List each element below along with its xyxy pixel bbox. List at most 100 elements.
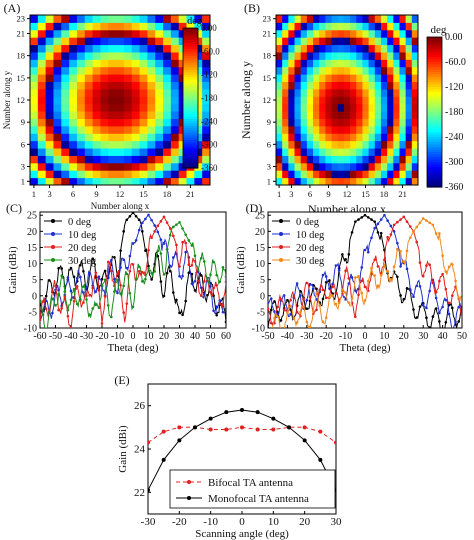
- heatmap-cell: [313, 51, 320, 60]
- data-point: [434, 307, 438, 310]
- heatmap-cell: [37, 44, 47, 53]
- heatmap-cell: [116, 66, 125, 75]
- data-point: [199, 274, 203, 277]
- data-point: [153, 270, 156, 273]
- data-point: [85, 285, 88, 289]
- colorbar-segment: [427, 67, 442, 71]
- heatmap-cell: [319, 22, 326, 31]
- heatmap-cell: [147, 118, 156, 127]
- heatmap-cell: [337, 96, 345, 105]
- heatmap-cell: [69, 29, 78, 38]
- data-point: [360, 291, 364, 295]
- data-point: [116, 291, 119, 295]
- heatmap-cell: [331, 111, 339, 119]
- data-point: [40, 300, 42, 304]
- data-point: [103, 295, 107, 298]
- heatmap-cell: [30, 103, 39, 112]
- heatmap-cell: [368, 59, 376, 68]
- heatmap-cell: [306, 162, 314, 171]
- colorbar-tick-label: -180: [445, 107, 463, 118]
- data-point: [128, 269, 132, 273]
- heatmap-cell: [30, 15, 39, 23]
- colorbar-segment: [183, 60, 198, 64]
- legend-box: [169, 469, 336, 509]
- heatmap-cell: [313, 162, 320, 171]
- colorbar-tick-label: -120: [201, 70, 218, 80]
- colorbar-tick-label: -240: [201, 116, 218, 126]
- data-point: [196, 268, 200, 272]
- y-tick-label: 10: [27, 259, 37, 270]
- heatmap-cell: [337, 170, 345, 179]
- heatmap-cell: [300, 44, 308, 53]
- heatmap-cell: [131, 88, 141, 97]
- heatmap-cell: [163, 51, 172, 60]
- heatmap-cell: [387, 22, 394, 31]
- heatmap-cell: [155, 66, 164, 75]
- heatmap-cell: [108, 44, 117, 53]
- colorbar-segment: [183, 135, 198, 139]
- heatmap-cell: [313, 133, 320, 142]
- heatmap-cell: [147, 155, 156, 164]
- heatmap-cell: [313, 29, 320, 38]
- legend-label: 10 deg: [68, 230, 97, 241]
- heatmap-cell: [300, 51, 308, 60]
- x-tick-label: 12: [116, 189, 125, 199]
- heatmap-cell: [411, 96, 419, 105]
- data-point: [190, 282, 194, 285]
- colorbar-segment: [427, 109, 442, 113]
- heatmap-cell: [288, 155, 296, 164]
- y-tick-label: 9: [267, 117, 271, 127]
- data-point: [125, 218, 129, 222]
- heatmap-cell: [343, 96, 351, 105]
- colorbar-segment: [427, 159, 442, 163]
- heatmap-cell: [368, 15, 376, 23]
- heatmap-cell: [139, 88, 148, 97]
- heatmap-cell: [202, 162, 211, 171]
- heatmap-cell: [194, 162, 203, 171]
- heatmap-cell: [343, 22, 351, 31]
- heatmap-cell: [53, 125, 62, 134]
- heatmap-cell: [294, 29, 302, 38]
- data-point: [144, 277, 147, 281]
- heatmap-cell: [92, 59, 101, 68]
- colorbar-segment: [427, 169, 442, 173]
- heatmap-cell: [282, 148, 289, 156]
- heatmap-cell: [331, 59, 339, 68]
- data-point: [72, 287, 76, 291]
- heatmap-cell: [100, 118, 109, 127]
- heatmap-cell: [350, 177, 357, 186]
- data-point: [328, 279, 331, 282]
- heatmap-cell: [194, 140, 203, 149]
- heatmap-cell: [325, 170, 333, 179]
- data-point: [451, 263, 454, 266]
- heatmap-cell: [100, 103, 109, 112]
- data-point: [438, 311, 441, 315]
- heatmap-cell: [374, 66, 382, 75]
- data-point: [178, 221, 181, 224]
- heatmap-cell: [155, 133, 164, 142]
- heatmap-cell: [202, 22, 211, 31]
- heatmap-cell: [61, 103, 70, 112]
- heatmap-cell: [356, 162, 363, 171]
- heatmap-cell: [123, 51, 133, 60]
- data-point: [66, 314, 70, 318]
- heatmap-cell: [76, 118, 86, 127]
- heatmap-cell: [405, 170, 413, 179]
- heatmap-cell: [92, 22, 101, 31]
- data-point: [181, 274, 184, 278]
- data-point: [51, 289, 54, 293]
- heatmap-cell: [294, 125, 302, 134]
- heatmap-cell: [282, 59, 289, 68]
- heatmap-cell: [282, 133, 289, 142]
- heatmap-cell: [202, 59, 211, 68]
- data-point: [156, 224, 160, 228]
- data-point: [318, 288, 322, 292]
- data-point: [363, 299, 367, 302]
- heatmap-cell: [325, 74, 333, 83]
- heatmap-cell: [45, 74, 54, 83]
- heatmap-cell: [30, 133, 39, 142]
- heatmap-cell: [163, 155, 172, 164]
- data-point: [178, 265, 181, 268]
- data-point: [399, 265, 402, 268]
